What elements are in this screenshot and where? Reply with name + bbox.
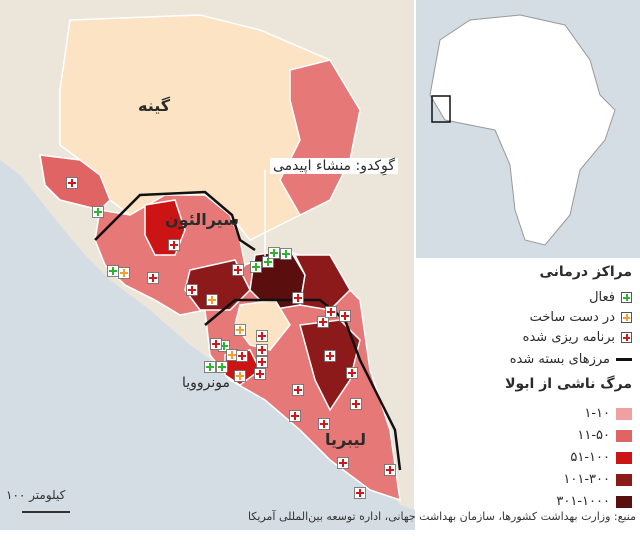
range-label: ۵۱-۱۰۰	[570, 450, 610, 465]
inset-locator	[431, 95, 451, 123]
scale-label: ۱۰۰ کیلومتر	[6, 488, 66, 502]
treatment-centre-marker	[256, 330, 268, 342]
treatment-centre-marker	[250, 261, 262, 273]
legend-active-label: فعال	[589, 290, 615, 305]
treatment-centre-marker	[254, 368, 266, 380]
legend-planned: برنامه ریزی شده	[523, 330, 632, 345]
treatment-centre-marker	[66, 177, 78, 189]
legend-planned-label: برنامه ریزی شده	[522, 330, 615, 345]
monrovia-label: مونروویا	[182, 375, 231, 391]
range-swatch	[616, 473, 632, 486]
treatment-centre-marker	[268, 247, 280, 259]
legend-range: ۵۱-۱۰۰	[570, 450, 632, 465]
range-swatch	[616, 429, 632, 442]
construction-cross-icon	[621, 312, 632, 323]
treatment-centre-marker	[289, 410, 301, 422]
treatment-centre-marker	[292, 384, 304, 396]
gueckedou-label: گوِکدو: منشاء اپیدمی	[270, 158, 398, 174]
treatment-centre-marker	[147, 272, 159, 284]
treatment-centre-marker	[324, 350, 336, 362]
treatment-centre-marker	[339, 310, 351, 322]
range-swatch	[616, 407, 632, 420]
treatment-centre-marker	[292, 292, 304, 304]
treatment-centre-marker	[384, 464, 396, 476]
guinea-affected-east	[279, 59, 361, 216]
legend-construction-label: در دست ساخت	[529, 310, 615, 325]
range-label: ۱۰۱-۳۰۰	[563, 472, 610, 487]
treatment-centre-marker	[234, 324, 246, 336]
treatment-centre-marker	[280, 248, 292, 260]
treatment-centre-marker	[107, 265, 119, 277]
treatment-centre-marker	[325, 306, 337, 318]
range-swatch	[616, 451, 632, 464]
treatment-centre-marker	[118, 267, 130, 279]
treatment-centre-marker	[206, 294, 218, 306]
planned-cross-icon	[621, 332, 632, 343]
treatment-centre-marker	[256, 356, 268, 368]
legend-range: ۱۰۱-۳۰۰	[563, 472, 632, 487]
liberia-label: لیبریا	[325, 430, 367, 449]
active-cross-icon	[621, 292, 632, 303]
legend-construction: در دست ساخت	[530, 310, 632, 325]
treatment-centre-marker	[317, 316, 329, 328]
treatment-centre-marker	[92, 206, 104, 218]
treatment-centre-marker	[226, 349, 238, 361]
treatment-centre-marker	[256, 344, 268, 356]
legend-active: فعال	[589, 290, 632, 305]
legend: مراکز درمانی فعال در دست ساخت برنامه ریز…	[418, 258, 640, 510]
legend-range: ۱۱-۵۰	[577, 428, 632, 443]
legend-borders-label: مرزهای بسته شده	[509, 352, 610, 367]
treatment-centre-marker	[337, 457, 349, 469]
range-swatch	[616, 495, 632, 508]
legend-borders: مرزهای بسته شده	[510, 352, 632, 367]
scale-bar	[22, 511, 70, 513]
range-label: ۳۰۱-۱۰۰۰	[556, 494, 610, 509]
source-note: منبع: وزارت بهداشت کشورها، سازمان بهداشت…	[247, 510, 636, 523]
treatment-title: مراکز درمانی	[539, 264, 633, 280]
treatment-centre-marker	[354, 487, 366, 499]
deaths-title: مرگ ناشی از ابولا	[505, 376, 632, 392]
treatment-centre-marker	[236, 350, 248, 362]
africa-outline	[429, 14, 616, 246]
closed-border-sl	[94, 190, 256, 252]
guinea-label: گینه	[138, 96, 171, 115]
treatment-centre-marker	[318, 418, 330, 430]
treatment-centre-marker	[234, 370, 246, 382]
border-line-icon	[616, 358, 632, 361]
treatment-centre-marker	[346, 367, 358, 379]
legend-range: ۳۰۱-۱۰۰۰	[556, 494, 632, 509]
treatment-centre-marker	[186, 284, 198, 296]
sierra-leone-label: سیرالئون	[165, 210, 239, 229]
treatment-centre-marker	[350, 398, 362, 410]
treatment-centre-marker	[232, 264, 244, 276]
treatment-centre-marker	[262, 256, 274, 268]
legend-range: ۱-۱۰	[584, 406, 632, 421]
treatment-centre-marker	[204, 361, 216, 373]
treatment-centre-marker	[216, 361, 228, 373]
treatment-centre-marker	[210, 338, 222, 350]
range-label: ۱-۱۰	[584, 406, 610, 421]
range-label: ۱۱-۵۰	[577, 428, 610, 443]
treatment-centre-marker	[168, 239, 180, 251]
